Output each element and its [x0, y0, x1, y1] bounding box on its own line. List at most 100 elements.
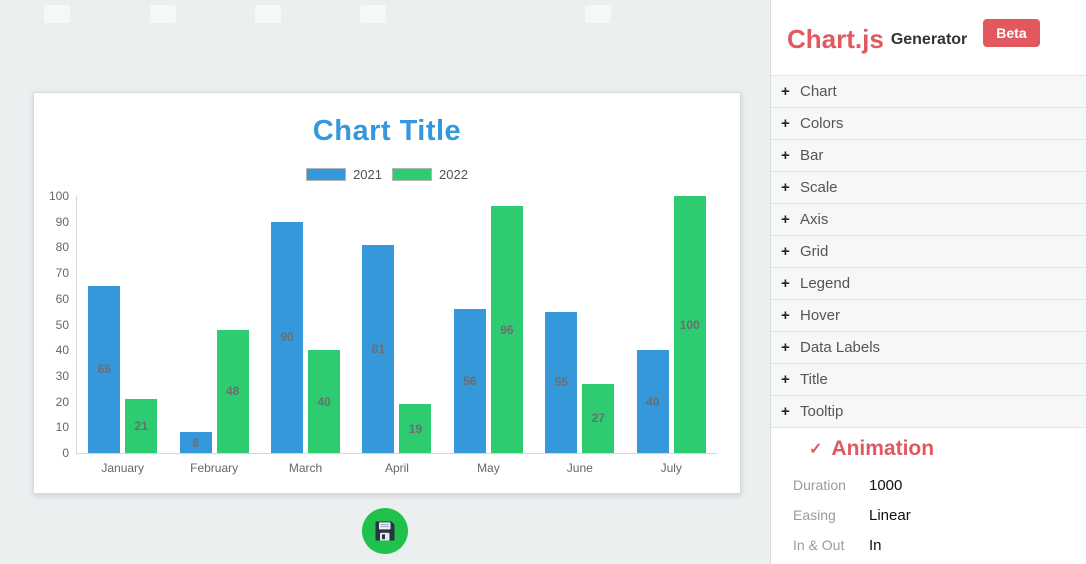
bar-2021-january: 65	[88, 285, 121, 453]
y-axis-tick-label: 70	[55, 266, 69, 281]
bar-2021-may: 56	[453, 309, 486, 453]
accordion-section-colors[interactable]: + Colors	[771, 108, 1086, 140]
bar-group-january: 65 21 January	[77, 196, 168, 475]
bar-data-label: 40	[646, 394, 660, 409]
accordion-section-label: Data Labels	[800, 339, 881, 356]
plot-area: 0 10 20 30 40 50 60 70 80 90 100 65 21 January 8 48 Febr…	[49, 190, 717, 475]
accordion-section-animation[interactable]: ✓ Animation	[771, 437, 1086, 461]
brand-logo: Chart.js	[787, 24, 884, 54]
beta-badge: Beta	[983, 18, 1040, 47]
x-axis-category-label: January	[101, 461, 145, 475]
bar-data-label: 100	[679, 317, 700, 332]
legend-label: 2021	[353, 167, 382, 182]
field-value[interactable]: In	[869, 537, 882, 554]
x-axis-category-label: February	[190, 461, 239, 475]
accordion-section-label: Chart	[800, 83, 837, 100]
brand-suffix: Generator	[890, 30, 968, 48]
bar-data-label: 81	[371, 341, 386, 356]
accordion-section-legend[interactable]: + Legend	[771, 268, 1086, 300]
bar-group-february: 8 48 February	[168, 196, 259, 475]
accordion-section-axis[interactable]: + Axis	[771, 204, 1086, 236]
bar-data-label: 55	[554, 375, 568, 390]
chart-title: Chart Title	[312, 115, 462, 147]
save-chart-button[interactable]	[362, 508, 408, 554]
accordion-section-label: Title	[800, 371, 828, 388]
animation-fields: Duration 1000 Easing Linear In & Out In	[771, 461, 1086, 554]
legend-item-2022[interactable]: 2022	[392, 167, 468, 182]
y-axis-tick-label: 20	[55, 394, 69, 409]
bar-2022-may: 96	[490, 206, 523, 453]
accordion-section-tooltip[interactable]: + Tooltip	[771, 396, 1086, 428]
y-axis-tick-label: 80	[55, 240, 69, 255]
bar-2021-june: 55	[545, 311, 578, 453]
bar-2022-march: 40	[308, 350, 341, 453]
bar-data-label: 56	[463, 374, 477, 389]
x-axis-category-label: July	[660, 461, 682, 475]
bar-2021-march: 90	[271, 221, 304, 453]
animation-field-duration: Duration 1000	[793, 477, 1086, 494]
floppy-disk-icon	[375, 521, 395, 541]
bar-2022-july: 100	[673, 196, 706, 453]
y-axis-tick-label: 40	[55, 343, 69, 358]
accordion-section-label: Bar	[800, 147, 824, 164]
bar-data-label: 65	[97, 362, 111, 377]
legend-item-2021[interactable]: 2021	[306, 167, 382, 182]
expand-plus-icon: +	[781, 211, 790, 228]
animation-field-in-out: In & Out In	[793, 537, 1086, 554]
accordion-section-title[interactable]: + Title	[771, 364, 1086, 396]
accordion-section-label: Scale	[800, 179, 838, 196]
sidebar-header: Chart.js Generator Beta	[771, 0, 1086, 75]
legend-swatch	[306, 168, 347, 181]
bar-data-label: 8	[192, 435, 199, 450]
accordion-section-label: Axis	[800, 211, 829, 228]
y-axis-tick-label: 60	[55, 291, 69, 306]
bar-data-label: 48	[225, 384, 240, 399]
animation-section: ✓ Animation Duration 1000 Easing Linear In &…	[771, 428, 1086, 554]
bar-group-may: 56 96 May	[443, 196, 534, 475]
expand-plus-icon: +	[781, 307, 790, 324]
bar-data-label: 19	[408, 421, 423, 436]
chart-legend: 2021 2022	[34, 167, 740, 182]
bar-data-label: 27	[591, 411, 605, 426]
expand-plus-icon: +	[781, 243, 790, 260]
accordion-section-bar[interactable]: + Bar	[771, 140, 1086, 172]
field-value[interactable]: 1000	[869, 477, 903, 494]
x-axis-category-label: March	[288, 461, 323, 475]
bar-2021-april: 81	[362, 244, 395, 453]
bar-data-label: 40	[317, 394, 331, 409]
expand-plus-icon: +	[781, 275, 790, 292]
x-axis-category-label: April	[384, 461, 409, 475]
accordion-section-chart[interactable]: + Chart	[771, 76, 1086, 108]
settings-sidebar: Chart.js Generator Beta + Chart + Colors + Ba…	[770, 0, 1086, 564]
accordion-section-grid[interactable]: + Grid	[771, 236, 1086, 268]
legend-label: 2022	[439, 167, 468, 182]
expand-plus-icon: +	[781, 147, 790, 164]
bar-data-label: 21	[134, 419, 148, 434]
expand-plus-icon: +	[781, 179, 790, 196]
bar-2022-january: 21	[125, 399, 158, 453]
expand-plus-icon: +	[781, 371, 790, 388]
accordion-section-label: Grid	[800, 243, 829, 260]
field-label: Easing	[793, 507, 836, 523]
bar-data-label: 96	[500, 322, 514, 337]
bar-data-label: 90	[280, 330, 294, 345]
check-icon: ✓	[809, 441, 823, 458]
decorative-box	[44, 5, 70, 23]
decorative-box	[360, 5, 386, 23]
field-value[interactable]: Linear	[869, 507, 911, 524]
expand-plus-icon: +	[781, 115, 790, 132]
expand-plus-icon: +	[781, 339, 790, 356]
y-axis-tick-label: 10	[55, 420, 69, 435]
accordion-section-hover[interactable]: + Hover	[771, 300, 1086, 332]
chart-panel: Chart Title 2021 2022 0 10 20 30 40 50 60 70 80 90…	[33, 92, 741, 494]
decorative-box	[255, 5, 281, 23]
field-label: In & Out	[793, 537, 845, 553]
y-axis-tick-label: 50	[55, 317, 69, 332]
decorative-box	[585, 5, 611, 23]
x-axis-category-label: May	[477, 461, 500, 475]
accordion-section-scale[interactable]: + Scale	[771, 172, 1086, 204]
accordion-section-data-labels[interactable]: + Data Labels	[771, 332, 1086, 364]
bar-group-july: 40 100 July	[626, 196, 717, 475]
animation-field-easing: Easing Linear	[793, 507, 1086, 524]
field-label: Duration	[793, 477, 846, 493]
